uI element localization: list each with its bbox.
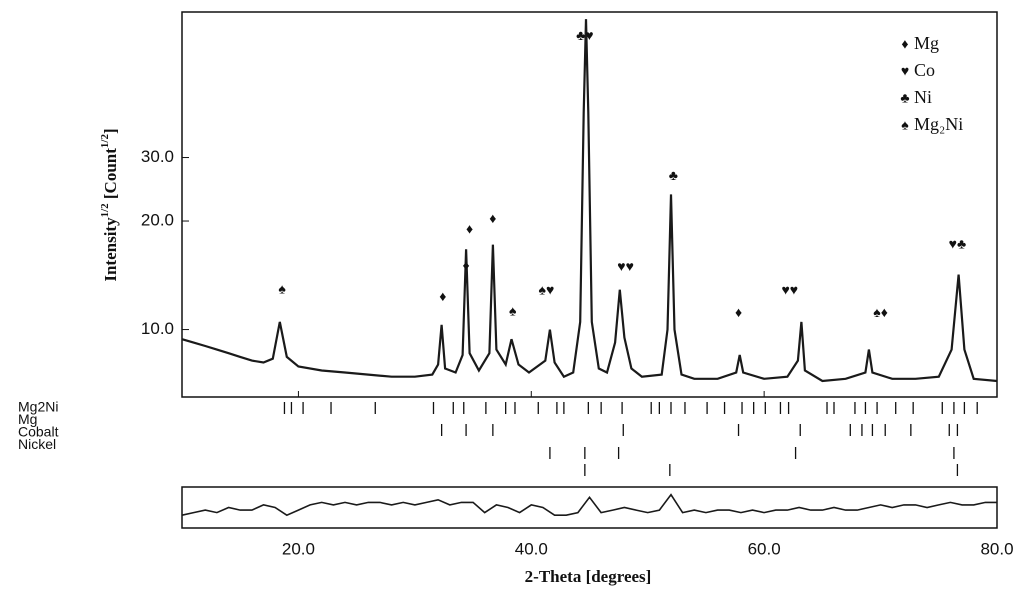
- phase-label: Cobalt: [18, 424, 59, 440]
- phase-label: Mg2Ni: [18, 399, 58, 415]
- x-tick-label: 20.0: [282, 539, 315, 558]
- legend-label: Co: [914, 60, 935, 80]
- phase-label: Mg: [18, 411, 37, 427]
- phase-label: Nickel: [18, 436, 56, 452]
- peak-marker: ♠: [278, 280, 286, 296]
- peak-marker: ♣: [669, 167, 678, 183]
- y-tick-label: 30.0: [141, 147, 174, 166]
- x-tick-label: 60.0: [748, 539, 781, 558]
- plot-frame: [181, 11, 998, 398]
- legend-label: Ni: [914, 87, 932, 107]
- peak-marker: ♥♥: [617, 258, 634, 274]
- x-tick-label: 40.0: [515, 539, 548, 558]
- peak-marker: ♦: [439, 288, 446, 304]
- peak-marker: ♦: [489, 210, 496, 226]
- legend-label: Mg₂Ni: [914, 114, 963, 134]
- y-tick-label: 10.0: [141, 319, 174, 338]
- y-axis-label: Intensity1/2 [Count1/2]: [99, 128, 120, 281]
- legend-label: Mg: [914, 33, 939, 53]
- peak-marker: ♠: [509, 303, 517, 319]
- legend-symbol: ♦: [901, 36, 908, 52]
- y-label-part: [Count: [101, 148, 120, 204]
- peak-marker: ♦: [463, 257, 470, 273]
- y-label-part: 1/2: [99, 134, 111, 149]
- y-tick-label: 20.0: [141, 211, 174, 230]
- peak-marker: ♥♥: [781, 282, 798, 298]
- peak-marker: ♠♥: [539, 282, 555, 298]
- peak-marker: ♥♣: [949, 235, 967, 251]
- x-tick-label: 80.0: [980, 539, 1013, 558]
- x-axis-label: 2-Theta [degrees]: [525, 567, 652, 586]
- observed-pattern: [181, 19, 998, 383]
- y-label-part: ]: [101, 128, 120, 134]
- y-label-part: Intensity: [101, 217, 120, 282]
- legend-symbol: ♣: [900, 90, 909, 106]
- peak-marker: ♦: [466, 221, 473, 237]
- legend-symbol: ♥: [901, 63, 909, 79]
- peak-marker: ♠♦: [873, 304, 888, 320]
- y-label-part: 1/2: [99, 203, 111, 218]
- peak-marker: ♦: [735, 304, 742, 320]
- difference-frame: [181, 486, 998, 529]
- peak-marker: ♣♥: [576, 27, 594, 43]
- difference-curve: [181, 493, 997, 517]
- legend-symbol: ♠: [901, 117, 909, 133]
